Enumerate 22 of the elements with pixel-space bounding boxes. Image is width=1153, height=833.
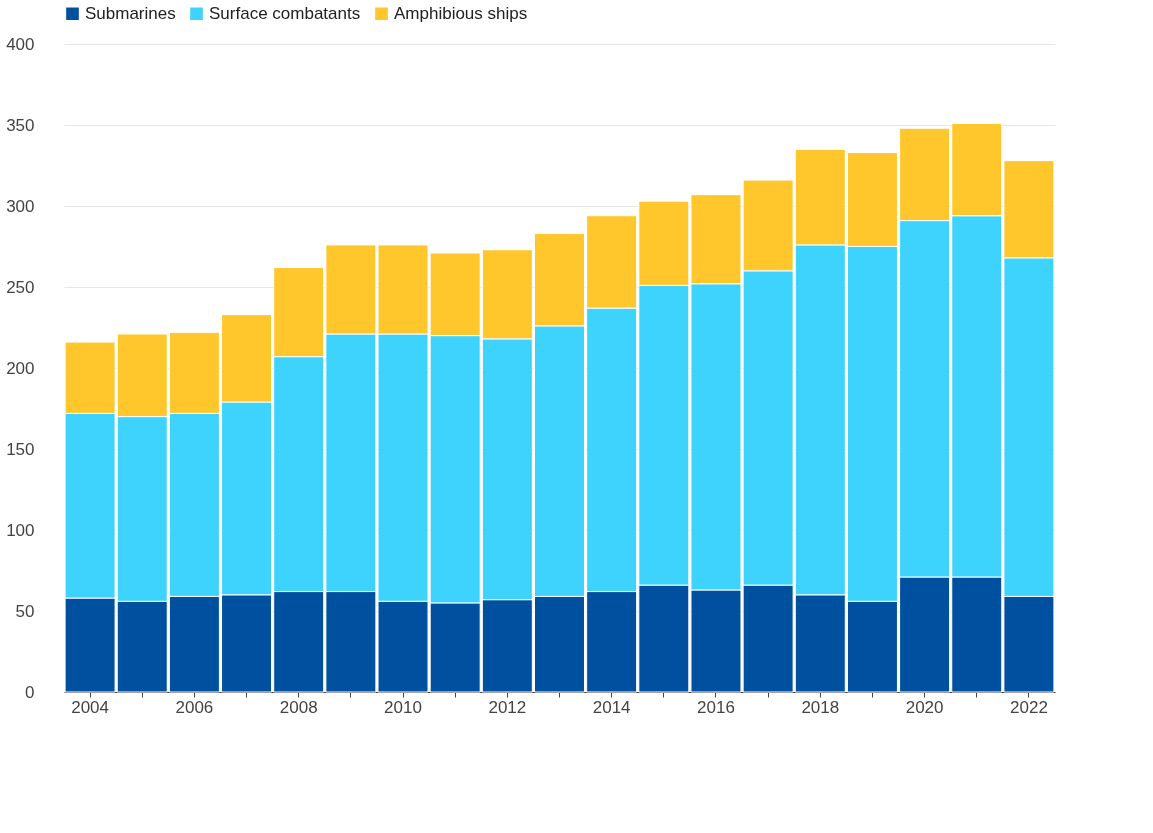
legend-label: Submarines — [85, 3, 176, 23]
x-tick-label: 2008 — [279, 697, 318, 717]
legend-label: Surface combatants — [209, 3, 361, 23]
x-tick-label: 2018 — [801, 697, 840, 717]
x-tick-label: 2014 — [592, 697, 631, 717]
y-tick-label: 150 — [6, 439, 35, 459]
x-tick-label: 2020 — [905, 697, 944, 717]
x-tick-label: 2012 — [488, 697, 527, 717]
x-tick-label: 2016 — [697, 697, 735, 717]
y-tick-label: 300 — [6, 196, 35, 216]
y-tick-label: 0 — [25, 682, 35, 702]
x-tick-label: 2006 — [175, 697, 214, 717]
legend-label: Amphibious ships — [394, 3, 528, 23]
x-tick-label: 2022 — [1010, 697, 1048, 717]
y-tick-label: 350 — [6, 115, 35, 135]
y-tick-label: 200 — [6, 358, 35, 378]
x-tick-label: 2004 — [71, 697, 109, 717]
y-tick-label: 250 — [6, 277, 35, 297]
x-tick-label: 2010 — [384, 697, 422, 717]
y-tick-label: 50 — [15, 601, 35, 621]
y-tick-label: 400 — [6, 34, 35, 54]
y-tick-label: 100 — [6, 520, 35, 540]
